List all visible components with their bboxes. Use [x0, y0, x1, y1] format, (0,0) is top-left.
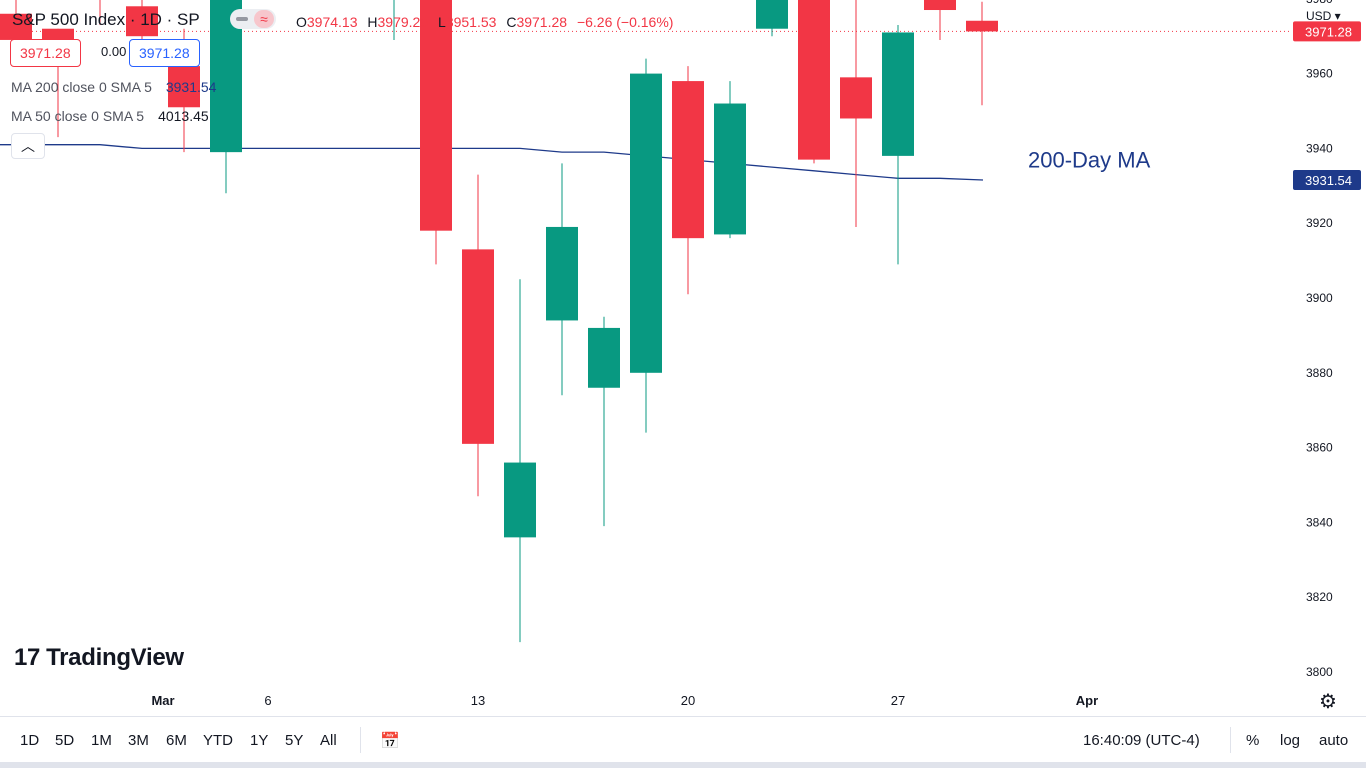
- candle-body: [924, 0, 956, 11]
- logo-text: TradingView: [46, 644, 184, 671]
- candle-body: [588, 327, 620, 388]
- percent-scale-button[interactable]: %: [1246, 732, 1260, 749]
- price-label-bg: [1293, 170, 1361, 191]
- indicator-ma50[interactable]: MA 50 close 0 SMA 5 4013.45: [11, 108, 209, 124]
- chevron-up-icon[interactable]: ︿: [11, 133, 45, 159]
- indicator-ma50-value: 4013.45: [158, 108, 209, 124]
- timeframe-1y[interactable]: 1Y: [250, 732, 269, 749]
- spread-value: 0.00: [92, 39, 136, 65]
- y-tick-label: 3880: [1306, 366, 1333, 380]
- symbol-title[interactable]: S&P 500 Index · 1D · SP: [12, 10, 200, 29]
- ma200-line: [0, 144, 984, 181]
- indicator-ma200-label: MA 200 close 0 SMA 5: [11, 79, 152, 95]
- close-value: 3971.28: [516, 14, 568, 30]
- moving-average-lines: [0, 144, 984, 181]
- y-tick-label: 3900: [1306, 291, 1333, 305]
- y-tick-label: 3940: [1306, 141, 1333, 155]
- price-axis[interactable]: 3800 3820 3840 3860 3880 3900 3920 3940 3960 3980…: [1293, 0, 1361, 679]
- currency-selector[interactable]: USD ▾: [1306, 9, 1341, 23]
- y-tick-label: 3840: [1306, 515, 1333, 529]
- x-tick-label: 13: [471, 693, 485, 708]
- y-tick-label: 3920: [1306, 216, 1333, 230]
- low-label: L: [438, 14, 446, 30]
- timeframe-ytd[interactable]: YTD: [203, 732, 233, 749]
- bar-style-icon[interactable]: [236, 17, 248, 21]
- calendar-range-icon[interactable]: 📅: [380, 733, 400, 750]
- candle-body: [504, 462, 536, 538]
- bottom-toolbar: 1D 5D 1M 3M 6M YTD 1Y 5Y All 📅 16:40:09 …: [0, 716, 1366, 763]
- clock-display[interactable]: 16:40:09 (UTC-4): [1083, 732, 1200, 749]
- x-tick-label: 20: [681, 693, 695, 708]
- y-tick-label: 3980: [1306, 0, 1333, 6]
- toolbar-divider: [360, 727, 361, 753]
- buy-button[interactable]: 3971.28: [129, 39, 200, 67]
- y-tick-label: 3820: [1306, 590, 1333, 604]
- chart-style-toggle[interactable]: ≈: [230, 9, 276, 29]
- bottom-strip: [0, 762, 1366, 768]
- timeframe-3m[interactable]: 3M: [128, 732, 149, 749]
- gear-icon[interactable]: ⚙: [1319, 691, 1337, 713]
- toolbar-divider: [1230, 727, 1231, 753]
- indicator-ma200[interactable]: MA 200 close 0 SMA 5 3931.54: [11, 79, 216, 95]
- tradingview-logo[interactable]: 17 TradingView: [14, 644, 184, 672]
- candle-body: [0, 13, 32, 40]
- candle-body: [630, 73, 662, 373]
- change-value: −6.26 (−0.16%): [576, 14, 674, 30]
- timeframe-1m[interactable]: 1M: [91, 732, 112, 749]
- timeframe-6m[interactable]: 6M: [166, 732, 187, 749]
- open-value: 3974.13: [306, 14, 358, 30]
- y-tick-label: 3960: [1306, 67, 1333, 81]
- indicator-ma200-value: 3931.54: [165, 79, 217, 95]
- candle-body: [840, 77, 872, 119]
- price-label-bg: [1293, 21, 1361, 42]
- x-tick-label: 27: [891, 693, 905, 708]
- candle-body: [546, 226, 578, 321]
- timeframe-all[interactable]: All: [320, 732, 337, 749]
- timeframe-5y[interactable]: 5Y: [285, 732, 304, 749]
- timeframe-5d[interactable]: 5D: [55, 732, 75, 749]
- approx-icon[interactable]: ≈: [254, 10, 274, 28]
- tv-logo-icon: 17: [14, 644, 41, 671]
- high-value: 3979.20: [377, 14, 429, 30]
- y-tick-label: 3800: [1306, 665, 1333, 679]
- x-tick-label: Apr: [1076, 693, 1098, 708]
- ohlc-legend: O3974.13 H3979.20 L3951.53 C3971.28 −6.2…: [296, 14, 679, 30]
- candle-body: [672, 81, 704, 239]
- close-label: C: [506, 14, 517, 30]
- candlesticks: [0, 0, 998, 643]
- annotation-ma200: 200-Day MA: [1028, 148, 1151, 173]
- price-axis-label: 3971.28: [1293, 21, 1361, 42]
- x-tick-label: Mar: [151, 693, 174, 708]
- x-tick-label: 6: [264, 693, 271, 708]
- price-label-text: 3971.28: [1305, 24, 1352, 39]
- currency-label: USD: [1306, 9, 1332, 23]
- price-axis-label: 3931.54: [1293, 170, 1361, 191]
- candle-body: [126, 6, 158, 37]
- low-value: 3951.53: [445, 14, 497, 30]
- candle-body: [420, 0, 452, 231]
- sell-button[interactable]: 3971.28: [10, 39, 81, 67]
- candle-body: [714, 103, 746, 235]
- time-axis[interactable]: Mar 6 13 20 27 Apr: [151, 693, 1098, 708]
- indicator-ma50-label: MA 50 close 0 SMA 5: [11, 108, 145, 124]
- open-label: O: [296, 14, 307, 30]
- candle-body: [756, 0, 788, 29]
- y-tick-label: 3860: [1306, 441, 1333, 455]
- candle-body: [168, 66, 200, 108]
- log-scale-button[interactable]: log: [1280, 732, 1301, 749]
- candle-body: [798, 0, 830, 160]
- candle-body: [966, 20, 998, 32]
- candle-body: [462, 249, 494, 444]
- auto-scale-button[interactable]: auto: [1319, 732, 1349, 749]
- timeframe-1d[interactable]: 1D: [20, 732, 40, 749]
- price-label-text: 3931.54: [1305, 173, 1352, 188]
- high-label: H: [367, 14, 378, 30]
- candle-body: [882, 32, 914, 156]
